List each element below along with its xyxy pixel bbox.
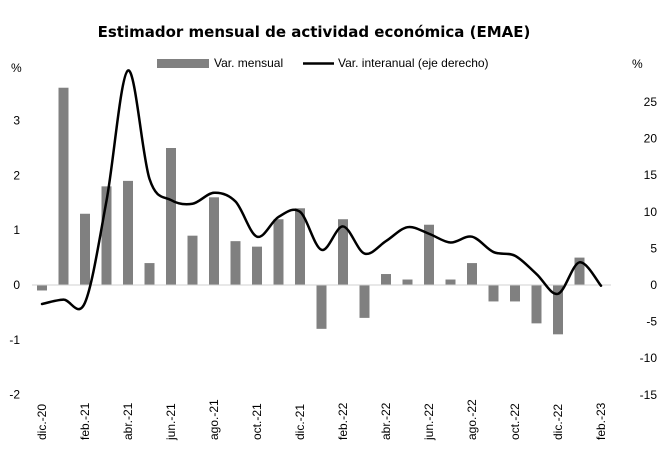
bar-jul.-22 (445, 279, 456, 285)
x-tick-label: oct.-22 (508, 403, 522, 440)
legend-bar-swatch (157, 59, 209, 68)
bar-series (37, 87, 585, 335)
x-tick-label: dic.-22 (551, 404, 565, 440)
left-tick-label: 3 (13, 114, 20, 128)
right-tick-label: 5 (650, 241, 657, 255)
bar-jun.-21 (166, 148, 176, 285)
left-axis-ticks: -2 -1 0 1 2 3 (9, 114, 20, 402)
x-tick-label: feb.-21 (78, 402, 92, 440)
right-tick-label: 10 (644, 205, 658, 219)
left-tick-label: -1 (9, 333, 20, 347)
chart-title: Estimador mensual de actividad económica… (98, 23, 531, 41)
right-tick-label: 0 (650, 278, 657, 292)
right-tick-label: 15 (644, 168, 658, 182)
bar-ene.-22 (316, 285, 327, 329)
bar-nov.-21 (273, 219, 284, 285)
right-axis-unit: % (632, 57, 643, 71)
x-tick-label: dic.-20 (35, 404, 49, 440)
legend-bar-label: Var. mensual (214, 56, 283, 70)
bar-may.-22 (402, 279, 413, 285)
bar-jun.-22 (424, 224, 434, 285)
x-tick-label: oct.-21 (250, 403, 264, 440)
bar-oct.-22 (510, 285, 520, 302)
x-tick-label: feb.-22 (336, 402, 350, 440)
x-tick-label: feb.-23 (594, 402, 608, 440)
x-tick-label: abr.-21 (121, 402, 135, 440)
bar-mar.-22 (359, 285, 370, 318)
bar-jul.-21 (187, 235, 198, 285)
bar-sep.-22 (488, 285, 499, 302)
right-tick-label: 20 (644, 132, 658, 146)
left-tick-label: -2 (9, 388, 20, 402)
right-tick-label: -15 (640, 388, 658, 402)
left-tick-label: 2 (13, 168, 20, 182)
bar-ene.-23 (574, 257, 585, 285)
bar-dic.-22 (553, 285, 563, 335)
bar-abr.-21 (123, 180, 133, 285)
x-tick-label: jun.-21 (164, 403, 178, 441)
x-tick-label: ago.-22 (465, 399, 479, 440)
bar-oct.-21 (252, 246, 262, 285)
bar-feb.-22 (338, 219, 348, 285)
right-tick-label: -5 (646, 315, 657, 329)
left-axis-unit: % (11, 61, 22, 75)
bar-feb.-21 (80, 213, 90, 285)
bar-abr.-22 (381, 274, 391, 285)
yoy-line-series (40, 69, 603, 311)
x-tick-label: ago.-21 (207, 399, 221, 440)
bar-nov.-22 (531, 285, 542, 324)
bar-mar.-21 (101, 186, 112, 285)
legend-line-label: Var. interanual (eje derecho) (338, 56, 489, 70)
bar-ene.-21 (58, 87, 69, 285)
bar-ago.-22 (467, 263, 477, 285)
x-axis-ticks: dic.-20 feb.-21 abr.-21 jun.-21 ago.-21 oct.-… (35, 399, 608, 441)
bar-dic.-20 (37, 285, 47, 291)
bar-sep.-21 (230, 241, 241, 285)
right-tick-label: -10 (640, 351, 658, 365)
bar-may.-21 (144, 263, 155, 285)
x-tick-label: abr.-22 (379, 402, 393, 440)
bar-ago.-21 (209, 197, 219, 285)
left-tick-label: 1 (13, 223, 20, 237)
bar-dic.-21 (295, 208, 305, 285)
x-tick-label: dic.-21 (293, 404, 307, 440)
right-tick-label: 25 (644, 95, 658, 109)
left-tick-label: 0 (13, 278, 20, 292)
right-axis-ticks: -15 -10 -5 0 5 10 15 20 25 (640, 95, 658, 402)
x-tick-label: jun.-22 (422, 403, 436, 441)
